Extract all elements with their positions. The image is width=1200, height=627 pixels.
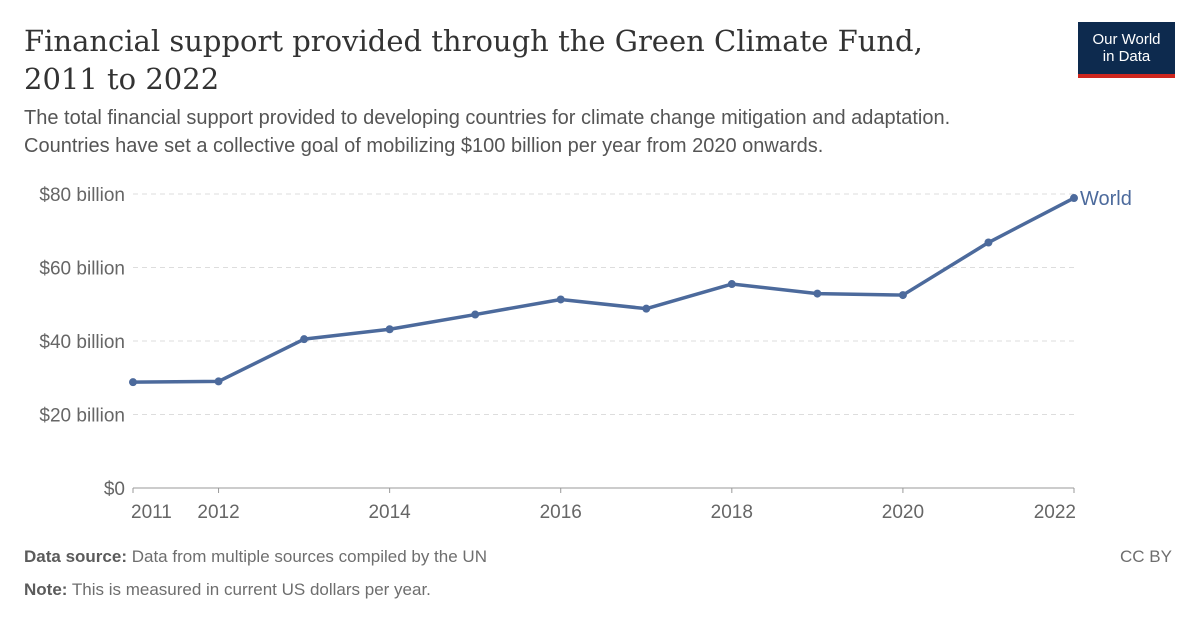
- data-source-label: Data source:: [24, 547, 127, 566]
- chart-note: Note: This is measured in current US dol…: [24, 580, 431, 600]
- data-point: [471, 310, 480, 319]
- x-tick-label: 2016: [540, 502, 582, 523]
- series-label-world: World: [1080, 188, 1132, 210]
- y-tick-label: $0: [104, 479, 125, 500]
- data-point: [300, 335, 309, 344]
- data-point: [385, 325, 394, 334]
- owid-logo[interactable]: Our World in Data: [1078, 22, 1175, 78]
- data-point: [984, 238, 993, 247]
- y-tick-label: $20 billion: [39, 406, 125, 427]
- data-source-text: Data from multiple sources compiled by t…: [131, 547, 487, 566]
- data-point: [129, 378, 137, 387]
- subtitle-line-1: The total financial support provided to …: [24, 107, 951, 129]
- data-point: [898, 291, 907, 300]
- grid-lines: [133, 193, 1074, 415]
- x-tick-label: 2011: [131, 502, 172, 523]
- y-tick-label: $60 billion: [39, 259, 125, 280]
- subtitle-line-2: Countries have set a collective goal of …: [24, 135, 824, 157]
- data-point: [727, 280, 736, 289]
- note-text: This is measured in current US dollars p…: [71, 580, 431, 599]
- data-point: [813, 289, 822, 298]
- data-point: [214, 377, 223, 386]
- logo-line-1: Our World: [1092, 31, 1161, 48]
- y-tick-label: $80 billion: [39, 185, 125, 206]
- x-tick-label: 2012: [197, 502, 239, 523]
- title-line-2: 2011 to 2022: [24, 62, 220, 96]
- series-line-world: [131, 196, 1076, 384]
- chart-subtitle: The total financial support provided to …: [24, 104, 1174, 160]
- y-tick-label: $40 billion: [39, 332, 125, 353]
- data-point: [1070, 194, 1078, 203]
- title-line-1: Financial support provided through the G…: [24, 24, 923, 58]
- data-source: Data source: Data from multiple sources …: [24, 547, 487, 567]
- data-point: [642, 304, 651, 313]
- x-tick-label: 2020: [882, 502, 924, 523]
- series-layer: World: [129, 188, 1132, 387]
- x-tick-label: 2022: [1034, 502, 1076, 523]
- note-label: Note:: [24, 580, 68, 599]
- chart-title: Financial support provided through the G…: [24, 22, 1024, 98]
- x-tick-label: 2018: [711, 502, 753, 523]
- license-link[interactable]: CC BY: [1120, 547, 1172, 566]
- data-point: [556, 295, 565, 304]
- axes: $0 $20 billion $40 billion $60 billion $80 b…: [39, 185, 1076, 523]
- logo-line-2: in Data: [1102, 48, 1151, 65]
- x-tick-label: 2014: [368, 502, 411, 523]
